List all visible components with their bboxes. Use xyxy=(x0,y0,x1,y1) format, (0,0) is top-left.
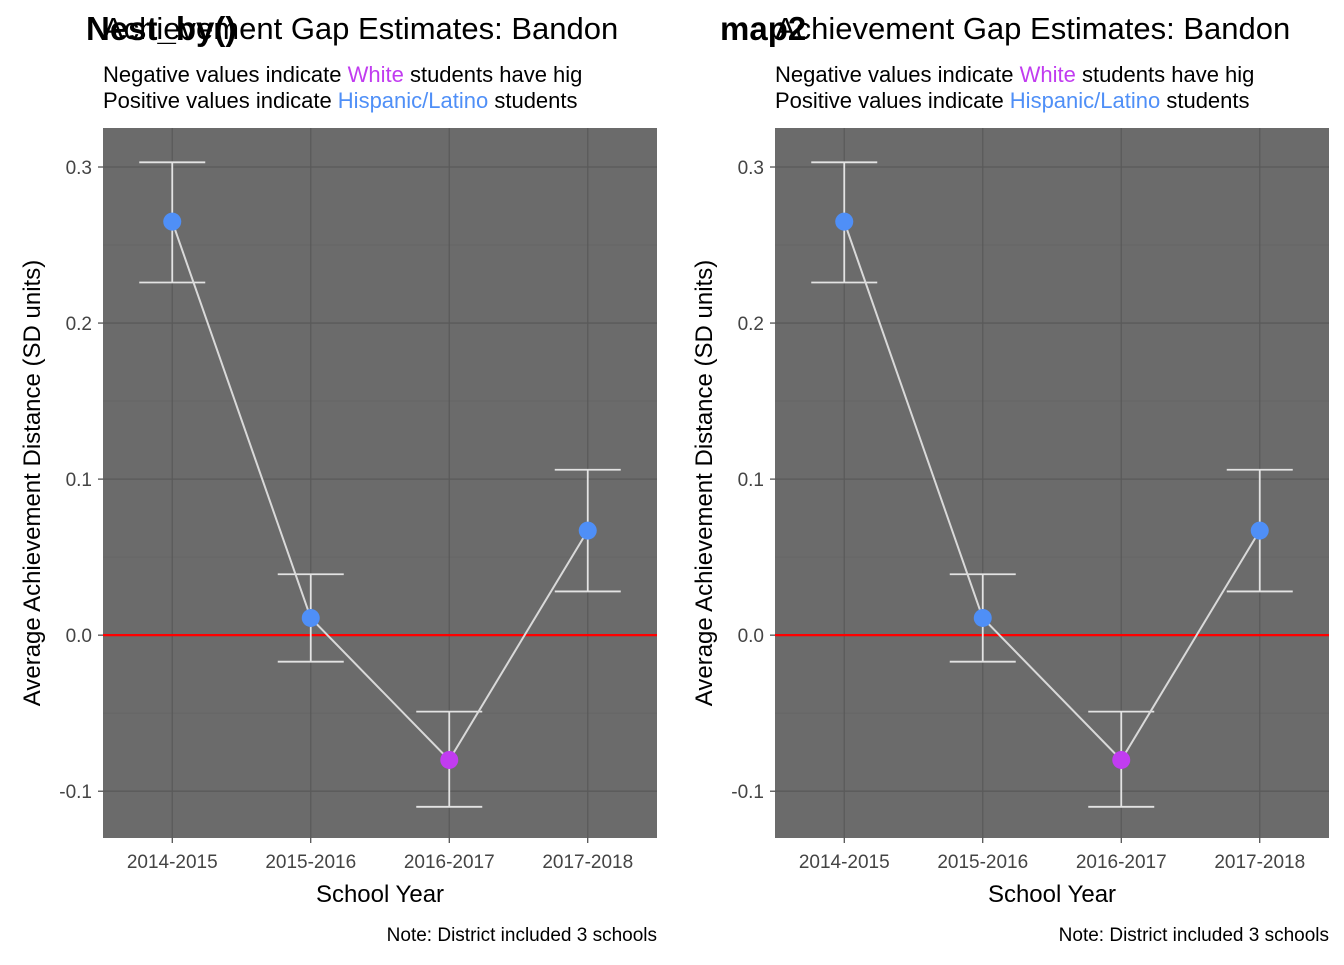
subtitle-text: Negative values indicate xyxy=(103,62,348,87)
subtitle-line-2: Positive values indicate Hispanic/Latino… xyxy=(103,88,578,113)
x-tick-label: 2015-2016 xyxy=(937,852,1028,873)
x-tick-label: 2017-2018 xyxy=(542,852,633,873)
subtitle-text: Positive values indicate xyxy=(775,88,1010,113)
subtitle-group-white: White xyxy=(1020,62,1076,87)
series-line xyxy=(843,221,1261,762)
y-tick-label: 0.1 xyxy=(66,470,92,491)
y-tick-label: 0.2 xyxy=(66,314,92,335)
subtitle-group-hispanic-latino: Hispanic/Latino xyxy=(338,88,488,113)
x-axis-title: School Year xyxy=(988,881,1116,908)
data-point xyxy=(1250,521,1269,540)
subtitle-group-hispanic-latino: Hispanic/Latino xyxy=(1010,88,1160,113)
series-line xyxy=(171,221,589,762)
panel-content: -0.1 0.0 0.1 0.2 0.3 2014-2015 2015-2016 2016-2… xyxy=(691,11,1329,946)
caption-note: Note: District included 3 schools xyxy=(1059,925,1329,946)
y-axis-title: Average Achievement Distance (SD units) xyxy=(19,260,46,706)
data-point xyxy=(973,608,992,627)
x-tick-label: 2014-2015 xyxy=(127,852,218,873)
x-tick-label: 2016-2017 xyxy=(1076,852,1167,873)
plot-background xyxy=(775,128,1329,838)
y-axis-title: Average Achievement Distance (SD units) xyxy=(691,260,718,706)
x-axis-title: School Year xyxy=(316,881,444,908)
subtitle-text: students xyxy=(1160,88,1249,113)
y-tick-label: 0.3 xyxy=(738,158,764,179)
y-tick-label: 0.1 xyxy=(738,470,764,491)
plot-background xyxy=(103,128,657,838)
data-point xyxy=(301,608,320,627)
x-tick-label: 2015-2016 xyxy=(265,852,356,873)
y-tick-label: 0.2 xyxy=(738,314,764,335)
panel-tag: Nest_by() xyxy=(86,10,236,47)
chart-title: Achievement Gap Estimates: Bandon xyxy=(775,11,1290,46)
panel-content: -0.1 0.0 0.1 0.2 0.3 2014-2015 2015-2016 2016-2… xyxy=(19,11,657,946)
y-tick-label: 0.0 xyxy=(738,626,764,647)
data-point xyxy=(163,212,182,231)
y-tick-label: -0.1 xyxy=(59,782,92,803)
data-point xyxy=(1112,750,1131,769)
subtitle-text: students have hig xyxy=(404,62,583,87)
panel-2: -0.1 0.0 0.1 0.2 0.3 2014-2015 2015-2016 2016-2… xyxy=(691,10,1329,946)
y-tick-label: 0.3 xyxy=(66,158,92,179)
subtitle-text: Negative values indicate xyxy=(775,62,1020,87)
subtitle-line-2: Positive values indicate Hispanic/Latino… xyxy=(775,88,1250,113)
caption-note: Note: District included 3 schools xyxy=(387,925,657,946)
subtitle-group-white: White xyxy=(348,62,404,87)
x-tick-label: 2017-2018 xyxy=(1214,852,1305,873)
y-tick-label: -0.1 xyxy=(731,782,764,803)
y-tick-label: 0.0 xyxy=(66,626,92,647)
subtitle-line-1: Negative values indicate White students … xyxy=(103,62,582,87)
chart-title: Achievement Gap Estimates: Bandon xyxy=(103,11,618,46)
subtitle-text: students xyxy=(488,88,577,113)
subtitle-line-1: Negative values indicate White students … xyxy=(775,62,1254,87)
panel-1: -0.1 0.0 0.1 0.2 0.3 2014-2015 2015-2016 2016-2… xyxy=(19,10,657,946)
data-point xyxy=(578,521,597,540)
data-point xyxy=(835,212,854,231)
data-point xyxy=(440,750,459,769)
panel-tag: map2 xyxy=(720,10,806,47)
x-tick-label: 2014-2015 xyxy=(799,852,890,873)
subtitle-text: Positive values indicate xyxy=(103,88,338,113)
x-tick-label: 2016-2017 xyxy=(404,852,495,873)
subtitle-text: students have hig xyxy=(1076,62,1255,87)
